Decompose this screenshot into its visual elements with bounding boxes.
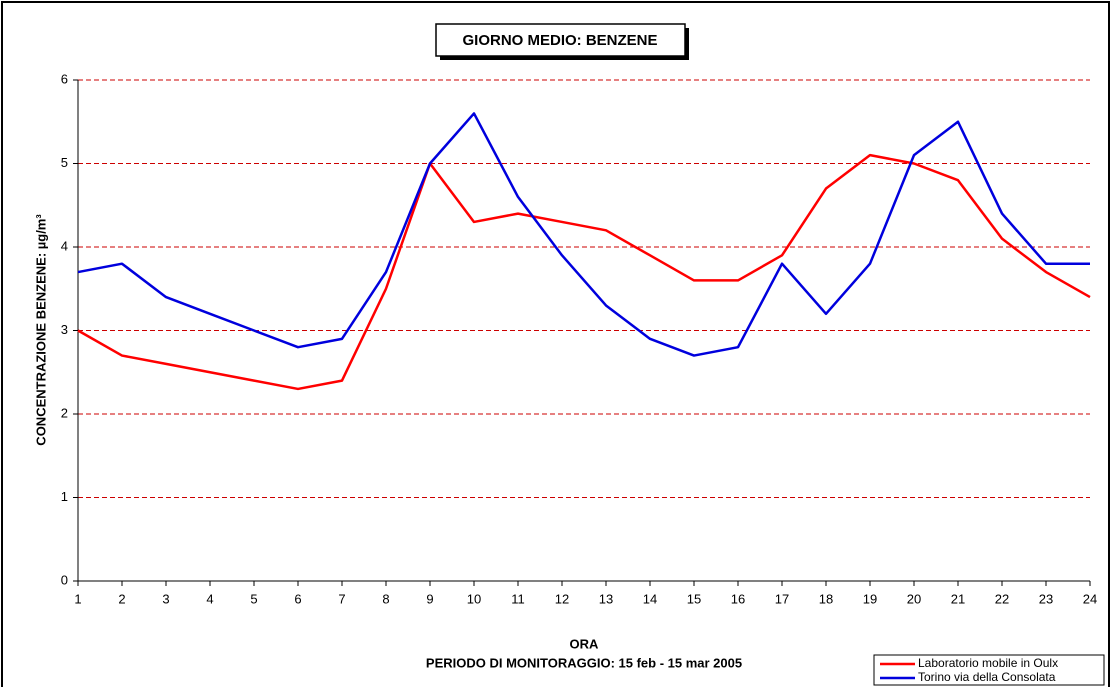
legend-label: Laboratorio mobile in Oulx <box>918 656 1058 670</box>
legend-label: Torino via della Consolata <box>918 670 1056 684</box>
x-tick-label: 11 <box>511 591 525 606</box>
x-tick-label: 6 <box>294 591 301 606</box>
y-tick-label: 3 <box>61 322 68 337</box>
title-box <box>435 23 686 57</box>
y-tick-label: 1 <box>61 489 68 504</box>
x-tick-label: 19 <box>863 591 877 606</box>
y-axis-label: CONCENTRAZIONE BENZENE: µg/m³ <box>33 214 48 446</box>
y-tick-label: 4 <box>61 238 68 253</box>
x-tick-label: 1 <box>74 591 81 606</box>
x-tick-label: 21 <box>951 591 965 606</box>
x-tick-label: 10 <box>467 591 481 606</box>
x-tick-label: 4 <box>206 591 213 606</box>
chart-title: GIORNO MEDIO: BENZENE <box>462 32 657 49</box>
x-tick-label: 9 <box>426 591 433 606</box>
x-tick-label: 24 <box>1083 591 1097 606</box>
x-tick-label: 7 <box>338 591 345 606</box>
x-tick-label: 23 <box>1039 591 1053 606</box>
x-tick-label: 20 <box>907 591 921 606</box>
legend-box <box>873 654 1105 686</box>
x-tick-label: 8 <box>382 591 389 606</box>
y-tick-label: 5 <box>61 155 68 170</box>
x-tick-label: 18 <box>819 591 833 606</box>
y-tick-label: 2 <box>61 405 68 420</box>
series-line <box>77 112 1090 357</box>
x-tick-label: 17 <box>775 591 789 606</box>
x-tick-label: 5 <box>250 591 257 606</box>
x-tick-label: 15 <box>687 591 701 606</box>
x-tick-label: 14 <box>643 591 657 606</box>
x-axis-label: ORA <box>570 636 600 651</box>
x-tick-label: 12 <box>555 591 569 606</box>
x-tick-label: 16 <box>731 591 745 606</box>
x-axis-note: PERIODO DI MONITORAGGIO: 15 feb - 15 mar… <box>426 655 742 670</box>
y-tick-label: 6 <box>61 71 68 86</box>
x-tick-label: 22 <box>995 591 1009 606</box>
x-tick-label: 13 <box>599 591 613 606</box>
x-tick-label: 3 <box>162 591 169 606</box>
series-line <box>77 153 1091 391</box>
x-tick-label: 2 <box>118 591 125 606</box>
y-tick-label: 0 <box>61 572 68 587</box>
